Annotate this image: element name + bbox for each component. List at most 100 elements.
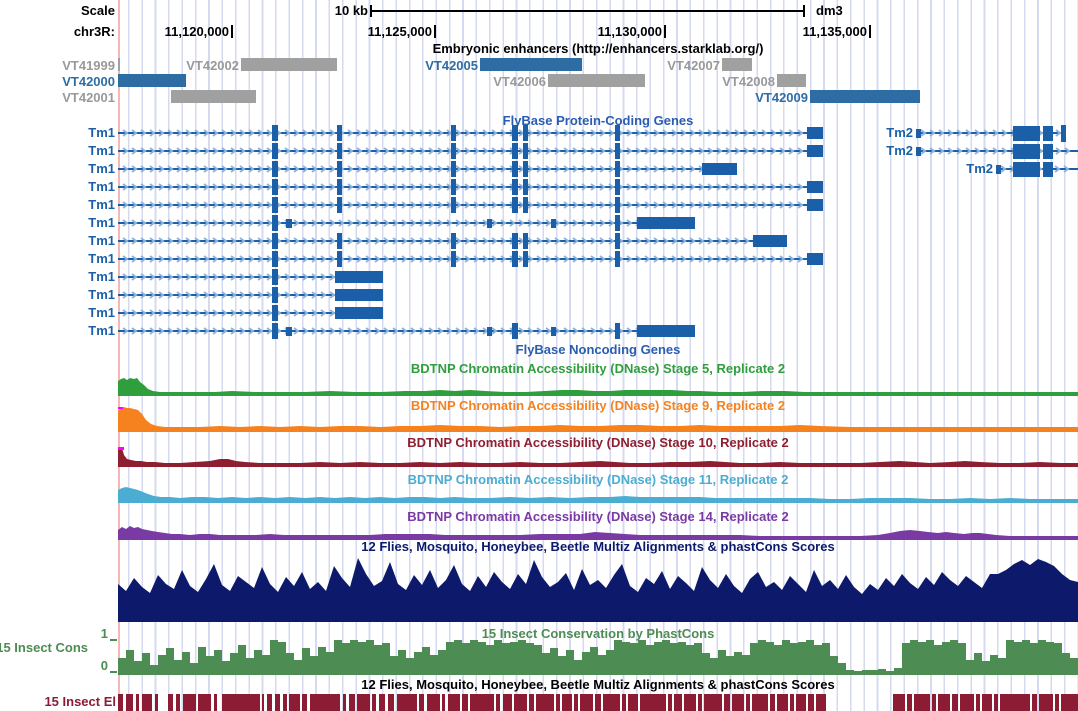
exon[interactable]: [807, 127, 823, 139]
exon[interactable]: [451, 197, 456, 213]
exon[interactable]: [1043, 126, 1053, 141]
exon[interactable]: [512, 143, 518, 159]
conserved-element[interactable]: [640, 694, 666, 711]
exon[interactable]: [523, 125, 528, 141]
conserved-element[interactable]: [777, 694, 788, 711]
exon[interactable]: [753, 235, 787, 247]
conserved-element[interactable]: [796, 694, 806, 711]
exon[interactable]: [272, 197, 278, 213]
exon[interactable]: [1013, 162, 1040, 177]
exon[interactable]: [615, 125, 620, 141]
exon[interactable]: [615, 161, 620, 177]
exon[interactable]: [451, 161, 456, 177]
exon[interactable]: [1013, 126, 1040, 141]
conserved-element[interactable]: [562, 694, 572, 711]
conserved-element[interactable]: [1000, 694, 1030, 711]
dnase-stage9-graph[interactable]: [118, 406, 1078, 432]
conserved-element[interactable]: [470, 694, 494, 711]
conserved-element[interactable]: [343, 694, 346, 711]
exon[interactable]: [615, 143, 620, 159]
conserved-element[interactable]: [914, 694, 930, 711]
exon[interactable]: [451, 125, 456, 141]
conserved-element[interactable]: [1039, 694, 1053, 711]
exon[interactable]: [335, 271, 383, 283]
exon[interactable]: [1043, 144, 1053, 159]
conserved-element[interactable]: [262, 694, 264, 711]
conserved-element[interactable]: [724, 694, 730, 711]
conserved-element[interactable]: [752, 694, 768, 711]
conserved-element[interactable]: [289, 694, 300, 711]
enhancer-item-VT42005[interactable]: [480, 58, 582, 71]
conserved-element[interactable]: [379, 694, 385, 711]
conserved-element[interactable]: [603, 694, 620, 711]
conserved-element[interactable]: [674, 694, 682, 711]
conserved-element[interactable]: [982, 694, 992, 711]
conserved-element[interactable]: [952, 694, 958, 711]
conserved-element[interactable]: [556, 694, 560, 711]
exon[interactable]: [272, 251, 278, 267]
conserved-element[interactable]: [462, 694, 468, 711]
exon[interactable]: [272, 161, 278, 177]
conserved-element[interactable]: [142, 694, 152, 711]
conserved-element[interactable]: [1055, 694, 1059, 711]
exon[interactable]: [523, 251, 528, 267]
exon[interactable]: [615, 179, 620, 195]
dnase-stage5-graph[interactable]: [118, 370, 1078, 396]
exon[interactable]: [272, 233, 278, 249]
exon[interactable]: [637, 325, 695, 337]
conserved-element[interactable]: [907, 694, 912, 711]
exon[interactable]: [615, 215, 620, 231]
conserved-element[interactable]: [397, 694, 417, 711]
exon[interactable]: [272, 143, 278, 159]
exon[interactable]: [335, 307, 383, 319]
exon[interactable]: [523, 233, 528, 249]
conserved-element[interactable]: [704, 694, 722, 711]
exon[interactable]: [551, 327, 556, 336]
conserved-element[interactable]: [994, 694, 998, 711]
transcript-line[interactable]: [118, 276, 383, 278]
exon[interactable]: [451, 143, 456, 159]
conserved-element[interactable]: [183, 694, 196, 711]
exon[interactable]: [615, 233, 620, 249]
exon[interactable]: [996, 165, 1001, 174]
transcript-line[interactable]: [118, 294, 383, 296]
exon[interactable]: [523, 197, 528, 213]
exon[interactable]: [512, 179, 518, 195]
exon[interactable]: [512, 161, 518, 177]
conserved-element[interactable]: [448, 694, 460, 711]
enhancer-item-VT42006[interactable]: [548, 74, 645, 87]
enhancer-item-VT42002[interactable]: [241, 58, 337, 71]
conserved-element[interactable]: [580, 694, 593, 711]
conserved-element[interactable]: [419, 694, 424, 711]
phastcons-conservation-graph[interactable]: [118, 640, 1078, 674]
exon[interactable]: [451, 179, 456, 195]
conserved-element[interactable]: [808, 694, 814, 711]
transcript-line[interactable]: [916, 132, 1066, 134]
exon[interactable]: [615, 323, 620, 339]
exon[interactable]: [523, 161, 528, 177]
conserved-element[interactable]: [155, 694, 158, 711]
conserved-element[interactable]: [283, 694, 287, 711]
conserved-element[interactable]: [960, 694, 974, 711]
conserved-element[interactable]: [932, 694, 936, 711]
exon[interactable]: [615, 197, 620, 213]
exon[interactable]: [916, 129, 921, 138]
conserved-element[interactable]: [698, 694, 702, 711]
exon[interactable]: [615, 251, 620, 267]
conserved-element[interactable]: [126, 694, 133, 711]
exon[interactable]: [286, 327, 292, 336]
conserved-element[interactable]: [668, 694, 672, 711]
conserved-element[interactable]: [310, 694, 340, 711]
enhancer-item-VT42009[interactable]: [810, 90, 920, 103]
conserved-element[interactable]: [1061, 694, 1078, 711]
conserved-element[interactable]: [529, 694, 534, 711]
conserved-element[interactable]: [372, 694, 376, 711]
conserved-element[interactable]: [514, 694, 527, 711]
conserved-element[interactable]: [732, 694, 744, 711]
exon[interactable]: [335, 289, 383, 301]
exon[interactable]: [451, 251, 456, 267]
exon[interactable]: [512, 197, 518, 213]
transcript-line[interactable]: [118, 168, 737, 170]
exon[interactable]: [337, 251, 342, 267]
conserved-element[interactable]: [267, 694, 272, 711]
